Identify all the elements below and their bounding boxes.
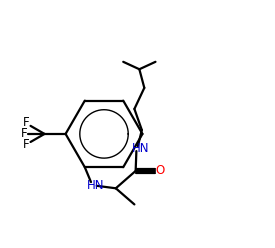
- Text: O: O: [156, 164, 165, 177]
- Text: HN: HN: [132, 142, 149, 155]
- Text: F: F: [23, 116, 30, 129]
- Text: HN: HN: [87, 179, 105, 192]
- Text: F: F: [23, 138, 30, 152]
- Text: F: F: [21, 127, 27, 140]
